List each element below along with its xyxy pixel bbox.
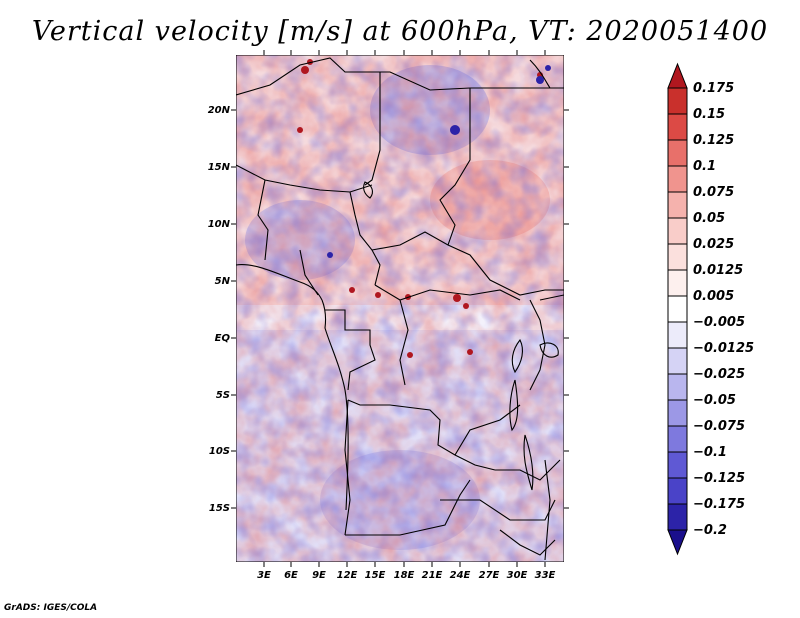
lon-label: 3E [257, 570, 271, 581]
colorbar-swatch [667, 139, 688, 167]
colorbar-swatch [667, 425, 688, 453]
lat-label: 10N [208, 219, 231, 230]
colorbar-label: −0.025 [693, 367, 745, 382]
colorbar-swatch [667, 503, 688, 531]
lat-label: 15S [209, 503, 230, 514]
colorbar-swatch [667, 347, 688, 375]
lon-label: 18E [394, 570, 415, 581]
colorbar-label: 0.125 [693, 133, 734, 148]
colorbar-label: 0.05 [693, 211, 725, 226]
lat-label: 5S [216, 390, 230, 401]
colorbar-swatch [667, 477, 688, 505]
colorbar-label: −0.075 [693, 419, 745, 434]
lon-label: 24E [450, 570, 471, 581]
colorbar-swatch [667, 399, 688, 427]
colorbar-swatch [667, 217, 688, 245]
colorbar-swatch [667, 87, 688, 115]
lat-label: 10S [209, 446, 230, 457]
colorbar-swatch [667, 295, 688, 323]
colorbar-label: −0.005 [693, 315, 745, 330]
colorbar-swatch [667, 321, 688, 349]
credit-text: GrADS: IGES/COLA [4, 603, 98, 613]
colorbar-swatch [667, 373, 688, 401]
colorbar-label: −0.0125 [693, 341, 754, 356]
lat-label: 5N [215, 276, 231, 287]
colorbar-label: 0.15 [693, 107, 725, 122]
map-title: Vertical velocity [m/s] at 600hPa, VT: 2… [31, 16, 769, 47]
lon-label: 15E [365, 570, 386, 581]
colorbar-label: 0.025 [693, 237, 734, 252]
lon-label: 33E [535, 570, 556, 581]
lat-label: EQ [215, 333, 231, 344]
colorbar-label: −0.2 [693, 523, 727, 538]
lon-label: 30E [507, 570, 528, 581]
colorbar-label: 0.175 [693, 81, 734, 96]
longitude-labels: 3E 6E 9E 12E 15E 18E 21E 24E 27E 30E 33E [257, 570, 555, 581]
lat-label: 20N [208, 105, 231, 116]
colorbar-label: −0.05 [693, 393, 736, 408]
descent-texture [236, 55, 564, 562]
lon-label: 6E [284, 570, 298, 581]
axis-ticks [231, 50, 569, 567]
map-area [236, 55, 564, 562]
colorbar-swatch [667, 269, 688, 297]
colorbar-swatch [667, 451, 688, 479]
lon-label: 21E [422, 570, 443, 581]
colorbar-swatch [667, 113, 688, 141]
lat-label: 15N [208, 162, 231, 173]
colorbar-label: 0.005 [693, 289, 734, 304]
strong-descent-cells [327, 65, 551, 258]
colorbar-label: 0.1 [693, 159, 716, 174]
lon-label: 12E [337, 570, 358, 581]
colorbar-label: −0.1 [693, 445, 727, 460]
colorbar-top-arrow [667, 62, 688, 89]
lon-label: 9E [312, 570, 326, 581]
colorbar-label: −0.125 [693, 471, 745, 486]
colorbar-swatch [667, 191, 688, 219]
latitude-labels: 20N 15N 10N 5N EQ 5S 10S 15S [208, 105, 231, 514]
colorbar-swatch [667, 243, 688, 271]
colorbar-label: 0.0125 [693, 263, 743, 278]
colorbar-swatch [667, 165, 688, 193]
colorbar-label: −0.175 [693, 497, 745, 512]
colorbar-bottom-arrow [667, 529, 688, 556]
lakes-coast [236, 59, 559, 511]
colorbar: 0.175 0.15 0.125 0.1 0.075 0.05 0.025 0.0125 0.0… [667, 62, 754, 556]
colorbar-label: 0.075 [693, 185, 734, 200]
lon-label: 27E [479, 570, 500, 581]
